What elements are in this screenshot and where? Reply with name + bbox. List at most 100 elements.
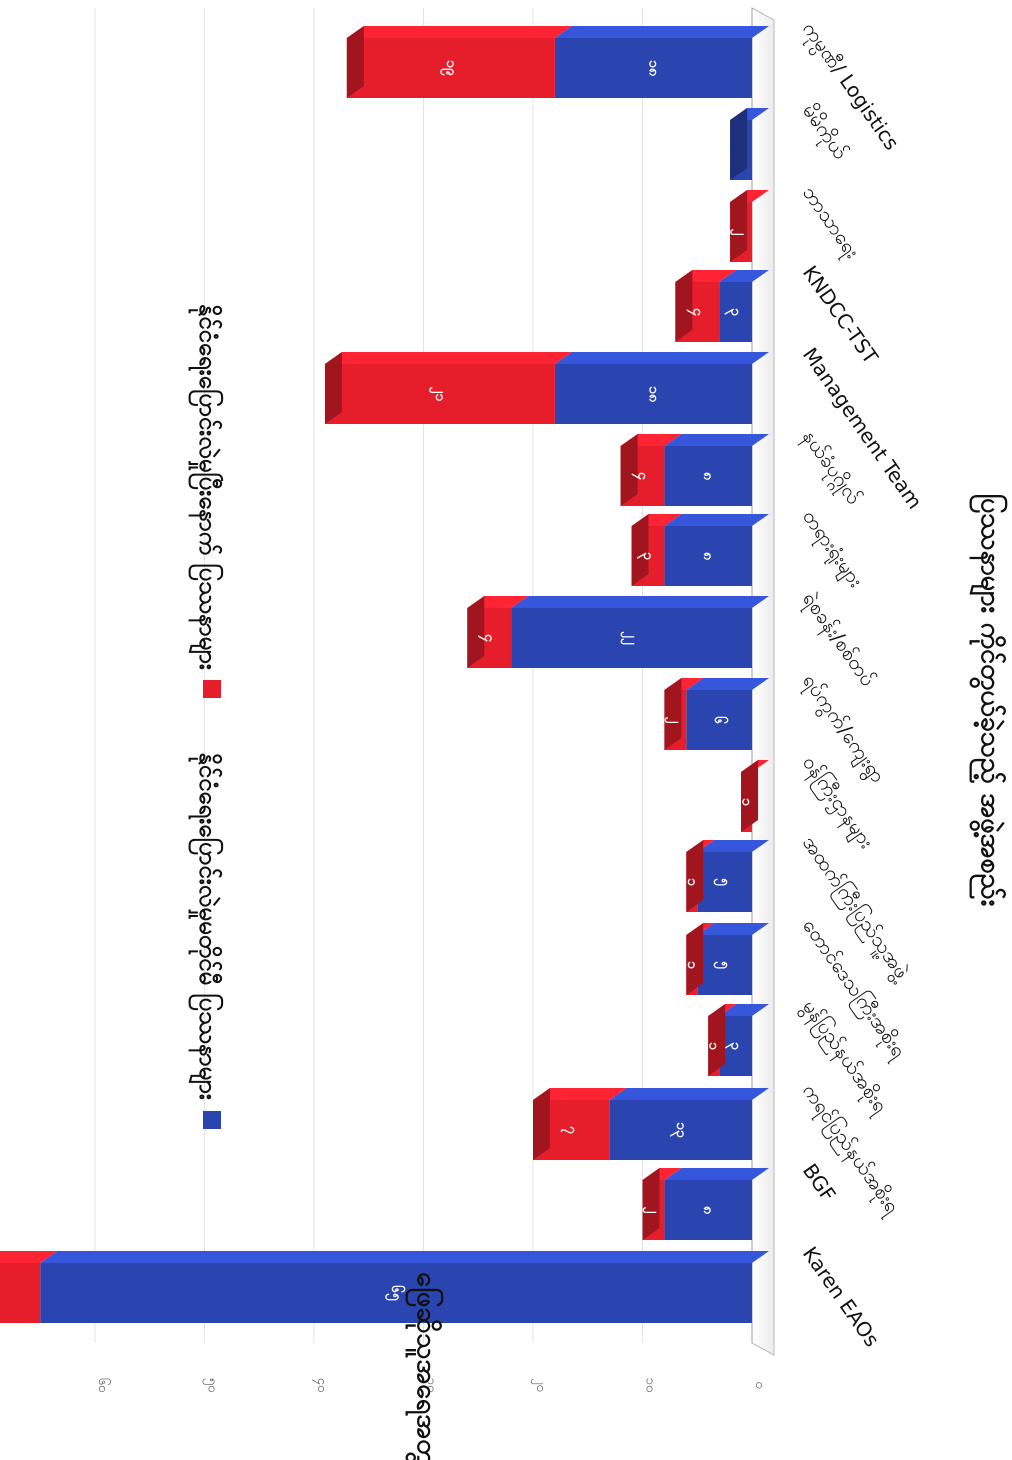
- bar-current-cap: [730, 190, 748, 262]
- bar-previous: [664, 446, 752, 506]
- data-label-previous: ၁၈: [645, 386, 661, 403]
- bar-group: ၁၃ ၇: [533, 1088, 769, 1160]
- bar-previous-top: [664, 1168, 769, 1180]
- data-label-current: ၂: [642, 1207, 661, 1215]
- bar-current-cap: [620, 434, 638, 506]
- data-label-previous: ၈: [700, 472, 716, 481]
- data-label-previous: ၃: [725, 308, 744, 316]
- bar-previous-top: [697, 840, 769, 852]
- data-label-current: ၃: [637, 552, 656, 560]
- data-label-current: ၂: [664, 717, 683, 725]
- bar-previous-top: [664, 514, 769, 526]
- bar-previous: [686, 690, 752, 750]
- bar-previous-top: [664, 434, 769, 446]
- bar-previous: [664, 526, 752, 586]
- bar-group: ၁၈ ၁၉: [346, 26, 769, 98]
- bar-previous-top: [554, 352, 769, 364]
- bars: ၆၅၉၈၂၁၃၇၃၁၅၁၅၁၁၆၂၂၂၄၈၃၈၄၁၈၂၁၃၄၂၂၁၈၁၉: [0, 26, 769, 1323]
- data-label-current: ၁: [706, 1042, 722, 1050]
- tick-label: ၇၀: [0, 1378, 1, 1393]
- bar-previous: [609, 1100, 752, 1160]
- bar-previous-top: [697, 923, 769, 935]
- bar-group: ၈၃: [631, 514, 769, 586]
- category-label: မိမိကိုယ်: [795, 99, 853, 166]
- bar-current-top: [0, 1251, 58, 1263]
- data-label-previous: ၅: [714, 961, 733, 970]
- bar-previous: [554, 364, 752, 424]
- bar-group: ၅၁: [684, 840, 769, 912]
- bar-previous-top: [609, 1088, 769, 1100]
- category-label: Karen EAOs: [798, 1242, 884, 1351]
- bar-current-cap: [533, 1088, 550, 1160]
- bar-current-cap: [675, 270, 693, 342]
- data-label-current: ၁: [684, 961, 700, 969]
- data-label-previous: ၁၃: [670, 1122, 689, 1138]
- category-label: ကုမ္ပဏီ/ Logistics: [795, 17, 904, 157]
- data-label-current: ၂: [730, 229, 749, 237]
- bar-current-cap: [324, 352, 342, 424]
- category-label: တရားရုံးများ: [795, 505, 869, 594]
- bar-group: ၆၅၉: [0, 1251, 769, 1323]
- bar-current-cap: [467, 596, 485, 668]
- bar-current-cap: [664, 678, 682, 750]
- bar-group: ၂: [730, 190, 769, 262]
- data-label-previous: ၆: [711, 716, 728, 725]
- data-label-current: ၁: [684, 878, 700, 886]
- bar-previous: [719, 282, 752, 342]
- tick-label: ၆၀: [95, 1378, 111, 1393]
- bar-group: ၅၁: [684, 923, 769, 995]
- bar-previous: [40, 1263, 752, 1323]
- bar-current-top: [346, 26, 572, 38]
- bar-current-cap: [686, 923, 704, 995]
- bar-current-cap: [346, 26, 364, 98]
- bar-previous-top: [554, 26, 769, 38]
- data-label-previous: ၂၂: [621, 631, 640, 646]
- bar-previous-top: [686, 678, 769, 690]
- bar-current: [324, 364, 555, 424]
- data-label-current: ၇: [560, 1126, 579, 1135]
- bar-group: ၈၄: [620, 434, 769, 506]
- data-label-previous: ၈: [700, 552, 716, 561]
- legend-label-current: နိုင်ငံရေးပြောင်းလဲမှုပြီးနောက် ပြဿနာမျာ…: [188, 304, 224, 670]
- bar-previous: [697, 935, 752, 995]
- bar-group: ၃၄: [675, 270, 769, 342]
- data-label-previous: ၁၈: [645, 60, 661, 77]
- bar-group: ၁၈ ၂၁: [324, 352, 769, 424]
- bar-previous-top: [719, 1004, 769, 1016]
- category-label: ဘာသာရေး: [795, 181, 865, 265]
- legend-swatch-previous: [203, 1111, 221, 1129]
- bar-current-cap: [631, 514, 649, 586]
- bar-group: ၁: [739, 760, 769, 832]
- bar-previous-top: [511, 596, 769, 608]
- category-label: BGF: [798, 1159, 841, 1206]
- tick-label: ၅၀: [203, 1378, 220, 1393]
- data-label-previous: ၃: [725, 1042, 744, 1050]
- bar-previous-top: [719, 270, 769, 282]
- bar-current: [0, 1263, 41, 1323]
- tick-label: ၄၀: [312, 1378, 329, 1393]
- tick-label: ၁၀: [643, 1378, 658, 1393]
- bar-current-cap: [642, 1168, 660, 1240]
- x-axis-title: ဖြေဆိုသူအရေအတွက်: [405, 1272, 444, 1460]
- data-label-current: ၄: [478, 634, 497, 642]
- tick-labels: ၀ ၁၀ ၂၀ ၃၀ ၄၀ ၅၀ ၆၀ ၇၀: [0, 1378, 767, 1393]
- bar-group: ၆၂: [664, 678, 769, 750]
- bar-current-top: [533, 1088, 627, 1100]
- bar-group: ၃၁: [706, 1004, 769, 1076]
- tick-label: ၃၀: [422, 1378, 439, 1393]
- bar-current-cap: [708, 1004, 726, 1076]
- bar-current-top: [324, 352, 572, 364]
- bar-previous: [697, 852, 752, 912]
- data-label-current: ၂၁: [429, 387, 448, 402]
- bar-group: ၈၂: [642, 1168, 769, 1240]
- data-label-current: ၁: [739, 798, 755, 806]
- category-label: တောင်ဒေသကြီးအစိုးရ: [795, 914, 912, 1065]
- legend-label-previous: နိုင်ငံရေးပြောင်းလဲမှုမတိုင်မီ ပြဿနာများ: [188, 752, 224, 1100]
- data-label-previous: ၈: [700, 1206, 716, 1215]
- tick-label: ၂၀: [531, 1378, 548, 1392]
- bar-current: [346, 38, 555, 98]
- data-label-current: ၁၉: [440, 60, 459, 77]
- bar-previous: [511, 608, 752, 668]
- category-label: အထက်ကြီးပြည်သူ့အဖွဲ့: [795, 831, 916, 987]
